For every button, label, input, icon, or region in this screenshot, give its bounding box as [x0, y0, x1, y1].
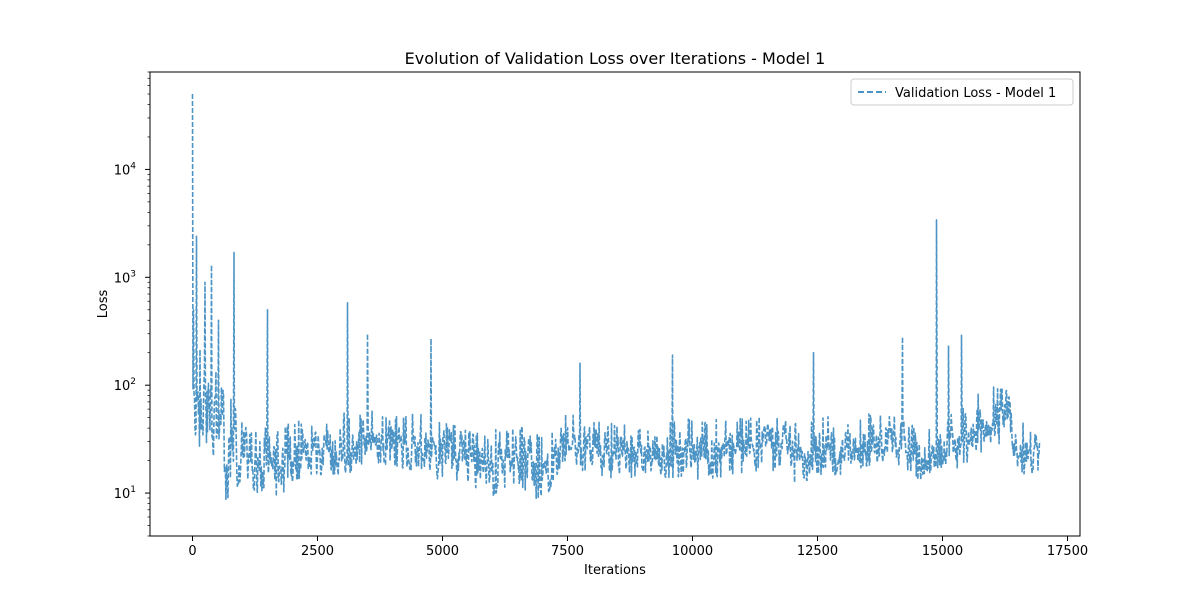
- chart-title: Evolution of Validation Loss over Iterat…: [405, 49, 826, 68]
- x-tick-label: 15000: [922, 544, 963, 559]
- plot-frame: [149, 71, 1081, 537]
- y-axis-label: Loss: [96, 290, 111, 319]
- x-tick-label: 2500: [301, 544, 334, 559]
- x-axis-label: Iterations: [584, 563, 646, 578]
- plot-content: [191, 94, 1041, 501]
- legend-entry-label: Validation Loss - Model 1: [895, 86, 1056, 101]
- x-tick-label: 10000: [672, 544, 713, 559]
- legend-box: [850, 78, 1074, 106]
- y-tick-label: 104: [114, 161, 137, 178]
- x-tick-label: 17500: [1047, 544, 1088, 559]
- x-tick-label: 5000: [426, 544, 459, 559]
- series-line-validation-loss: [191, 94, 1041, 501]
- y-tick-label: 102: [114, 377, 136, 394]
- x-tick-label: 0: [188, 544, 196, 559]
- legend: Validation Loss - Model 1: [850, 78, 1074, 106]
- y-tick-label: 103: [114, 269, 136, 286]
- ticks-layer: 0 2500 5000 7500 10000 12500 15000 17500 101 102 1…: [114, 71, 1088, 559]
- y-tick-label: 101: [114, 485, 136, 502]
- x-tick-label: 12500: [797, 544, 838, 559]
- x-tick-label: 7500: [551, 544, 584, 559]
